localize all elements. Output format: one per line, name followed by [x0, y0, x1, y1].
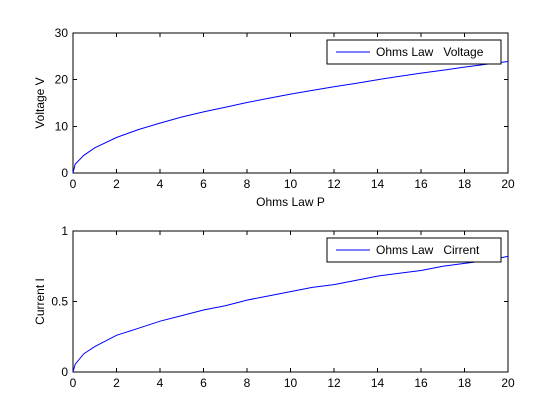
- series-line: [72, 255, 509, 373]
- x-tick-label: 16: [414, 177, 428, 191]
- y-axis-label: Current I: [33, 278, 47, 325]
- series-line: [72, 61, 509, 174]
- y-tick-label: 0: [61, 365, 68, 379]
- x-tick-label: 14: [371, 177, 385, 191]
- x-tick-label: 12: [327, 177, 341, 191]
- y-tick-label: 0: [61, 166, 68, 180]
- x-tick-label: 18: [458, 376, 472, 390]
- y-tick-label: 10: [55, 119, 69, 133]
- y-tick-label: 1: [61, 224, 68, 238]
- x-tick-label: 10: [284, 177, 298, 191]
- chart-panel-1: 0 2 4 6 8 10 12 14 16 18 20 0 10 20 30 Ohms Law P Voltag…: [33, 26, 515, 209]
- x-tick-label: 20: [501, 376, 515, 390]
- y-tick-label: 30: [55, 26, 69, 40]
- x-tick-label: 0: [70, 376, 77, 390]
- y-tick-label: 20: [55, 73, 69, 87]
- x-axis-label: Ohms Law P: [256, 195, 325, 209]
- x-tick-label: 12: [327, 376, 341, 390]
- legend: Ohms Law Cirrent: [326, 237, 502, 263]
- x-tick-label: 4: [157, 177, 164, 191]
- x-tick-label: 4: [157, 376, 164, 390]
- x-tick-label: 20: [501, 177, 515, 191]
- y-axis-label: Voltage V: [33, 77, 47, 128]
- x-tick-label: 6: [200, 376, 207, 390]
- x-tick-label: 2: [113, 376, 120, 390]
- legend: Ohms Law Voltage: [326, 39, 502, 65]
- chart-panel-2: 0 2 4 6 8 10 12 14 16 18 20 0 0.5 1 Current I Ohms Law …: [33, 224, 515, 390]
- legend-label: Ohms Law Cirrent: [376, 243, 480, 257]
- x-tick-label: 0: [70, 177, 77, 191]
- legend-label: Ohms Law Voltage: [376, 45, 484, 59]
- y-tick-label: 0.5: [51, 295, 68, 309]
- x-tick-label: 18: [458, 177, 472, 191]
- x-tick-label: 6: [200, 177, 207, 191]
- x-tick-label: 16: [414, 376, 428, 390]
- x-tick-label: 2: [113, 177, 120, 191]
- x-tick-label: 10: [284, 376, 298, 390]
- x-tick-label: 8: [244, 177, 251, 191]
- x-tick-label: 8: [244, 376, 251, 390]
- x-tick-label: 14: [371, 376, 385, 390]
